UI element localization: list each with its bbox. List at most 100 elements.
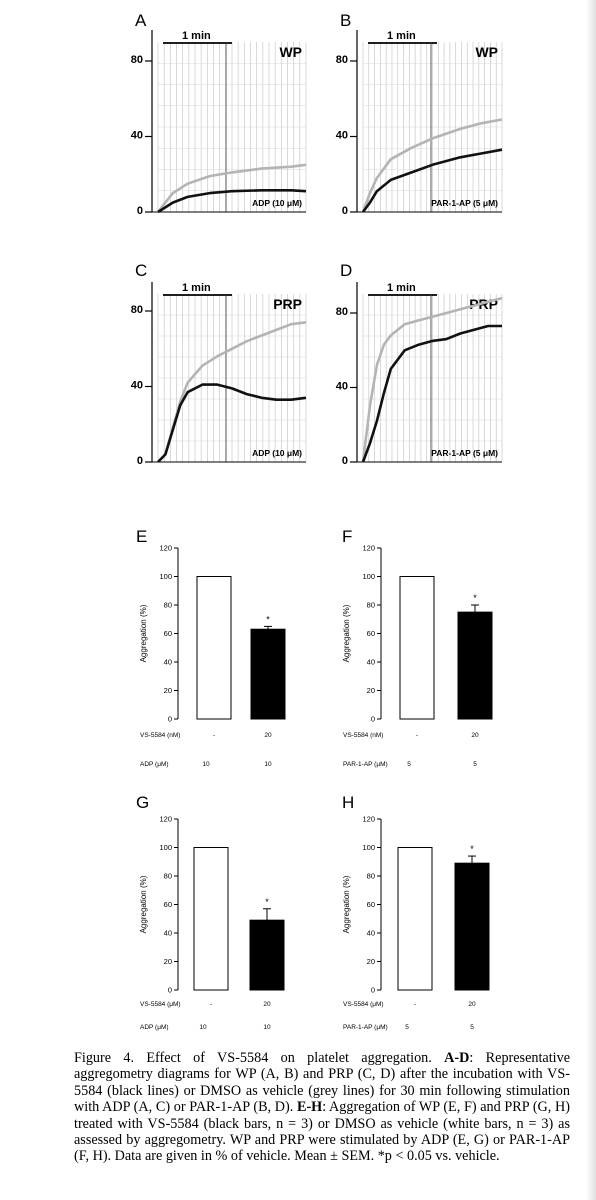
row2-value-vehicle: 10 — [202, 761, 210, 768]
panel-letter: G — [136, 793, 149, 812]
caption-ad-text: : Representative aggregometry diagrams f… — [74, 1050, 570, 1116]
y-tick-label: 40 — [367, 929, 375, 938]
vs5584-trace — [157, 383, 307, 463]
vs5584-bar — [457, 611, 493, 720]
row2-label: PAR-1-AP (μM) — [343, 761, 388, 768]
figure-4: A 1 min WP ADP (10 μM) 0 40 80 B 1 min WP PAR-1-AP… — [131, 11, 503, 1031]
y-tick-label: 80 — [131, 54, 143, 66]
y-tick-label: 120 — [362, 544, 375, 553]
significance-star: * — [473, 593, 477, 603]
y-tick-label: 40 — [367, 658, 375, 667]
y-tick-label: 40 — [164, 658, 172, 667]
time-scale-label: 1 min — [387, 30, 416, 42]
y-tick-label: 60 — [367, 900, 375, 909]
vehicle-trace — [361, 118, 503, 213]
row1-label: VS-5584 (μM) — [343, 1001, 384, 1008]
y-tick-label: 100 — [159, 572, 172, 581]
panel-tag: WP — [475, 44, 498, 60]
vehicle-bar — [397, 847, 433, 991]
row1-label: VS-5584 (μM) — [140, 1001, 181, 1008]
row1-value-vehicle: - — [416, 732, 418, 739]
caption-eh-text: : Aggregation of WP (E, F) and PRP (G, H… — [74, 1099, 570, 1165]
y-tick-label: 0 — [168, 986, 172, 995]
significance-star: * — [266, 614, 270, 624]
agonist-label: ADP (10 μM) — [252, 198, 302, 208]
y-tick-label: 0 — [371, 715, 375, 724]
row1-value-treated: 20 — [468, 1001, 476, 1008]
vs5584-bar — [249, 919, 285, 991]
y-tick-label: 40 — [164, 929, 172, 938]
page-edge-shadow — [586, 0, 596, 1200]
y-tick-label: 60 — [164, 629, 172, 638]
panel-letter: F — [342, 527, 352, 546]
bar-panel-g: G 0 20 40 60 80 100 120 Aggregation (%) * VS-5584 … — [136, 793, 285, 1031]
figure-caption: Figure 4. Effect of VS-5584 on platelet … — [74, 1050, 570, 1165]
panel-letter: D — [340, 261, 352, 280]
y-tick-label: 40 — [131, 130, 143, 142]
time-scale-label: 1 min — [182, 282, 211, 294]
caption-prefix: Figure 4. Effect of VS-5584 on platelet … — [74, 1050, 445, 1066]
y-tick-label: 0 — [168, 715, 172, 724]
panel-letter: B — [340, 11, 351, 30]
y-tick-label: 120 — [159, 544, 172, 553]
trace-panel-b: B 1 min WP PAR-1-AP (5 μM) 0 40 80 — [336, 11, 503, 217]
y-tick-label: 120 — [362, 815, 375, 824]
bar-panel-e: E 0 20 40 60 80 100 120 Aggregation (%) * VS-5584 … — [136, 527, 286, 768]
row2-value-treated: 5 — [473, 761, 477, 768]
panel-letter: C — [135, 261, 147, 280]
y-tick-label: 80 — [367, 872, 375, 881]
row1-value-treated: 20 — [263, 1001, 271, 1008]
significance-star: * — [470, 844, 474, 854]
y-tick-label: 80 — [164, 601, 172, 610]
y-tick-label: 100 — [159, 843, 172, 852]
time-scale-label: 1 min — [387, 282, 416, 294]
y-tick-label: 0 — [342, 205, 348, 217]
row1-value-vehicle: - — [213, 732, 215, 739]
y-tick-label: 20 — [164, 957, 172, 966]
bar-panel-f: F 0 20 40 60 80 100 120 Aggregation (%) * VS-5584 … — [342, 527, 493, 768]
y-tick-label: 0 — [342, 455, 348, 467]
vehicle-trace — [156, 163, 307, 213]
time-scale-label: 1 min — [182, 30, 211, 42]
y-tick-label: 80 — [131, 304, 143, 316]
agonist-label: ADP (10 μM) — [252, 448, 302, 458]
row2-value-treated: 10 — [264, 761, 272, 768]
y-tick-label: 80 — [336, 306, 348, 318]
trace-panel-a: A 1 min WP ADP (10 μM) 0 40 80 — [131, 11, 307, 217]
y-tick-label: 60 — [164, 900, 172, 909]
row1-label: VS-5584 (nM) — [343, 732, 383, 739]
y-tick-label: 20 — [367, 686, 375, 695]
y-tick-label: 80 — [164, 872, 172, 881]
vehicle-trace — [361, 296, 503, 463]
y-tick-label: 20 — [367, 957, 375, 966]
y-tick-label: 60 — [367, 629, 375, 638]
row2-value-treated: 5 — [470, 1024, 474, 1031]
vs5584-bar — [454, 862, 490, 991]
row1-value-treated: 20 — [264, 732, 272, 739]
caption-eh-bold: E-H — [296, 1099, 323, 1116]
row2-value-vehicle: 5 — [407, 761, 411, 768]
panel-tag: PRP — [273, 296, 302, 312]
y-axis-label: Aggregation (%) — [139, 604, 148, 662]
row2-label: PAR-1-AP (μM) — [343, 1024, 388, 1031]
row1-label: VS-5584 (nM) — [140, 732, 180, 739]
y-tick-label: 100 — [362, 843, 375, 852]
vs5584-trace — [361, 324, 502, 463]
vehicle-bar — [196, 576, 232, 720]
row2-label: ADP (μM) — [140, 761, 169, 768]
bar-panel-h: H 0 20 40 60 80 100 120 Aggregation (%) * VS-5584 … — [342, 793, 490, 1031]
y-axis-label: Aggregation (%) — [139, 875, 148, 933]
vehicle-bar — [193, 847, 229, 991]
y-tick-label: 0 — [371, 986, 375, 995]
y-axis-label: Aggregation (%) — [342, 604, 351, 662]
vehicle-bar — [399, 576, 435, 720]
row1-value-vehicle: - — [414, 1001, 416, 1008]
panel-tag: WP — [279, 44, 302, 60]
y-tick-label: 40 — [336, 381, 348, 393]
agonist-label: PAR-1-AP (5 μM) — [431, 448, 498, 458]
vs5584-trace — [361, 148, 503, 213]
row2-value-vehicle: 5 — [405, 1024, 409, 1031]
caption-ad-bold: A-D — [444, 1050, 470, 1066]
vs5584-trace — [157, 189, 307, 214]
